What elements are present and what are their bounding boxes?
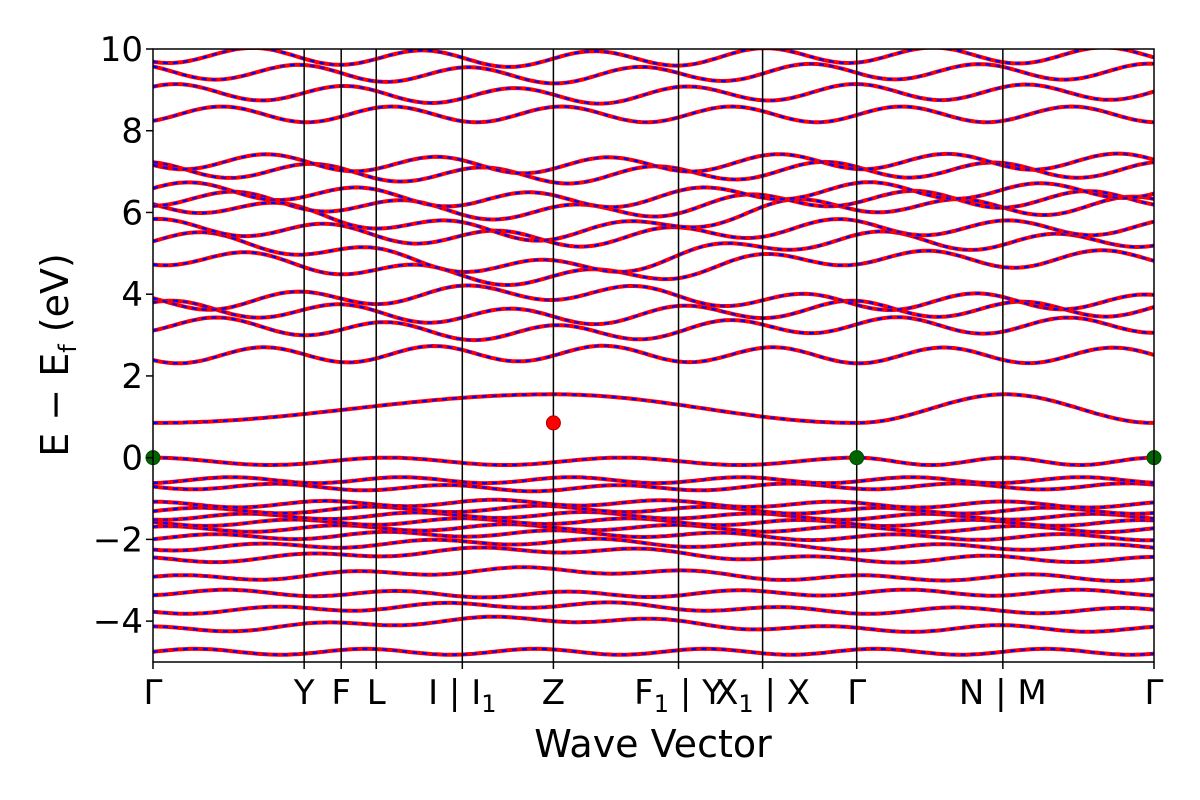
band-line-dashed [153, 217, 1154, 248]
band-line-dashed [153, 546, 1154, 564]
band-line-dashed [153, 482, 1154, 493]
band-line-dashed [153, 647, 1154, 656]
y-tick-label: 8 [121, 112, 143, 152]
band-line-dashed [153, 83, 1154, 105]
band-line-dashed [153, 456, 1154, 467]
band-line-dashed [153, 344, 1154, 365]
band-line-dashed [153, 537, 1154, 552]
band-lines [153, 49, 1154, 657]
y-axis-ticks: 10 8 6 4 2 0 −2 −4 [93, 30, 153, 642]
band-line-dashed [153, 152, 1154, 175]
band-line-dashed [153, 566, 1154, 583]
y-axis-title: E − Ef (eV) [33, 253, 82, 457]
y-axis-title-unit: (eV) [33, 253, 77, 344]
y-tick-label: 0 [121, 439, 143, 479]
band-line-dashed [153, 189, 1154, 221]
band-line-dashed [153, 615, 1154, 634]
band-line-dashed [153, 504, 1154, 515]
high-symmetry-lines [303, 49, 1004, 662]
band-line-dashed [153, 62, 1154, 85]
band-line-dashed [153, 299, 1154, 326]
y-tick-label: 4 [121, 275, 143, 315]
y-tick-label: −4 [93, 602, 143, 642]
band-line-dashed [153, 498, 1154, 509]
band-line-dashed [153, 529, 1154, 542]
x-tick-label: Y [293, 673, 315, 713]
band-line-dashed [153, 105, 1154, 124]
x-tick-label: Γ [847, 673, 866, 713]
band-line-dashed [153, 195, 1154, 242]
band-line-dashed [153, 49, 1154, 68]
vbm-marker [849, 450, 865, 466]
band-line-dashed [153, 476, 1154, 485]
band-line-dashed [153, 230, 1154, 274]
band-line-dashed [153, 601, 1154, 615]
y-axis-title-subscript: f [54, 344, 82, 353]
x-tick-label: I | I1 [428, 673, 496, 718]
x-tick-label: F [331, 673, 351, 713]
y-tick-label: 6 [121, 193, 143, 233]
y-axis-title-main: E − E [33, 353, 77, 457]
x-tick-label: Γ [1145, 673, 1164, 713]
plot-frame [152, 48, 1155, 663]
y-tick-label: −2 [93, 520, 143, 560]
band-line-dashed [153, 249, 1154, 287]
cbm-marker [545, 415, 561, 431]
band-line-dashed [153, 510, 1154, 522]
x-tick-label: F1 | Y [634, 673, 723, 718]
band-line-dashed [153, 181, 1154, 209]
x-tick-label: L [367, 673, 386, 713]
band-line-dashed [153, 588, 1154, 599]
y-tick-label: 10 [100, 30, 143, 70]
x-tick-label: N | M [959, 673, 1047, 713]
band-line-dashed [153, 523, 1154, 534]
x-axis-title: Wave Vector [534, 722, 772, 766]
y-tick-label: 2 [121, 357, 143, 397]
band-line-dashed [153, 316, 1154, 342]
band-line-dashed [153, 284, 1154, 312]
x-tick-label: Z [542, 673, 565, 713]
x-tick-label: X1 | X [715, 673, 810, 718]
x-tick-label: Γ [144, 673, 163, 713]
band-line-dashed [153, 393, 1154, 424]
